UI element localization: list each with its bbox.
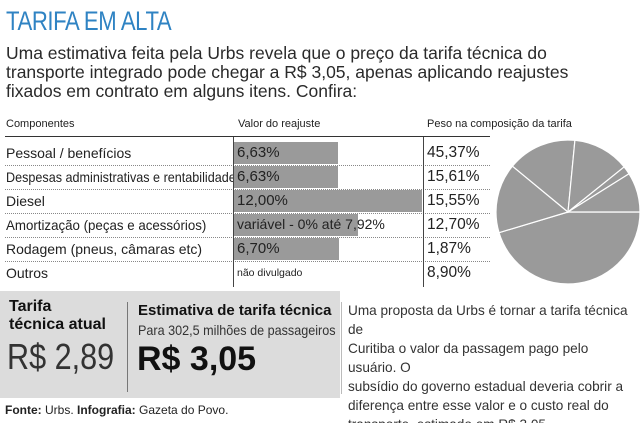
pie-slice-3 [567,139,625,214]
adjustment-cell: 6,63% [237,144,280,161]
page-title: TARIFA EM ALTA [6,6,172,36]
weight-cell: 1,87% [427,240,471,257]
component-cell: Despesas administrativas e rentabilidade [6,169,236,185]
component-cell: Diesel [6,193,45,209]
source-credit: Fonte: Urbs. Infografia: Gazeta do Povo. [5,403,228,417]
estimate-subtitle: Para 302,5 milhões de passageiros [138,322,336,338]
component-cell: Rodagem (pneus, câmaras etc) [6,241,203,257]
row-divider [5,165,490,166]
note-text: Uma proposta da Urbs é tornar a tarifa t… [348,303,628,423]
intro-text: Uma estimativa feita pela Urbs revela qu… [6,43,569,101]
source-label: Fonte: [5,403,42,417]
header-adjustment: Valor do reajuste [238,118,321,130]
table-row: Diesel 12,00% 15,55% [0,189,640,214]
composition-pie-chart [495,139,640,285]
pie-slice-1 [495,165,570,234]
adjustment-bar [234,214,358,236]
row-divider [5,213,490,214]
adjustment-bar [234,190,422,212]
weight-cell: 15,61% [427,168,480,185]
header-weight: Peso na composição da tarifa [427,118,572,130]
estimate-value: R$ 3,05 [137,340,257,378]
adjustment-cell: variável - 0% até 7,92% [237,216,385,232]
table-row: Despesas administrativas e rentabilidade… [0,165,640,190]
column-divider [423,137,424,287]
current-fare-box [0,291,340,398]
row-divider [5,189,490,190]
adjustment-cell: 12,00% [237,192,288,209]
weight-cell: 45,37% [427,144,480,161]
pie-slice-0 [498,211,640,285]
adjustment-bar [234,166,338,188]
column-divider [233,137,234,287]
table-row: Rodagem (pneus, câmaras etc) 6,70% 1,87% [0,237,640,262]
table-row: Amortização (peças e acessórios) variáve… [0,213,640,238]
row-divider [5,237,490,238]
current-fare-value: R$ 2,89 [7,336,115,377]
row-divider [5,261,490,262]
note-divider [341,302,342,394]
table-row: Pessoal / benefícios 6,63% 45,37% [0,141,640,166]
weight-cell: 12,70% [427,216,480,233]
adjustment-cell: 6,63% [237,168,280,185]
weight-cell: 15,55% [427,192,480,209]
box-divider [127,302,128,392]
weight-cell: 8,90% [427,264,471,281]
header-components: Componentes [6,118,75,130]
component-cell: Pessoal / benefícios [6,145,132,161]
adjustment-cell: não divulgado [237,267,303,279]
header-rule [5,136,490,137]
adjustment-cell: 6,70% [237,240,280,257]
adjustment-bar [234,238,339,260]
infographic-value: Gazeta do Povo. [139,403,229,417]
component-cell: Amortização (peças e acessórios) [6,217,207,233]
estimate-label: Estimativa de tarifa técnica [138,302,332,319]
source-value: Urbs. [45,403,74,417]
current-fare-label: Tarifa técnica atual [9,298,106,333]
table-row: Outros não divulgado 8,90% [0,261,640,285]
component-cell: Outros [6,265,49,281]
pie-slice-2 [511,139,576,214]
adjustment-bar [234,142,338,164]
infographic-label: Infografia: [77,403,136,417]
